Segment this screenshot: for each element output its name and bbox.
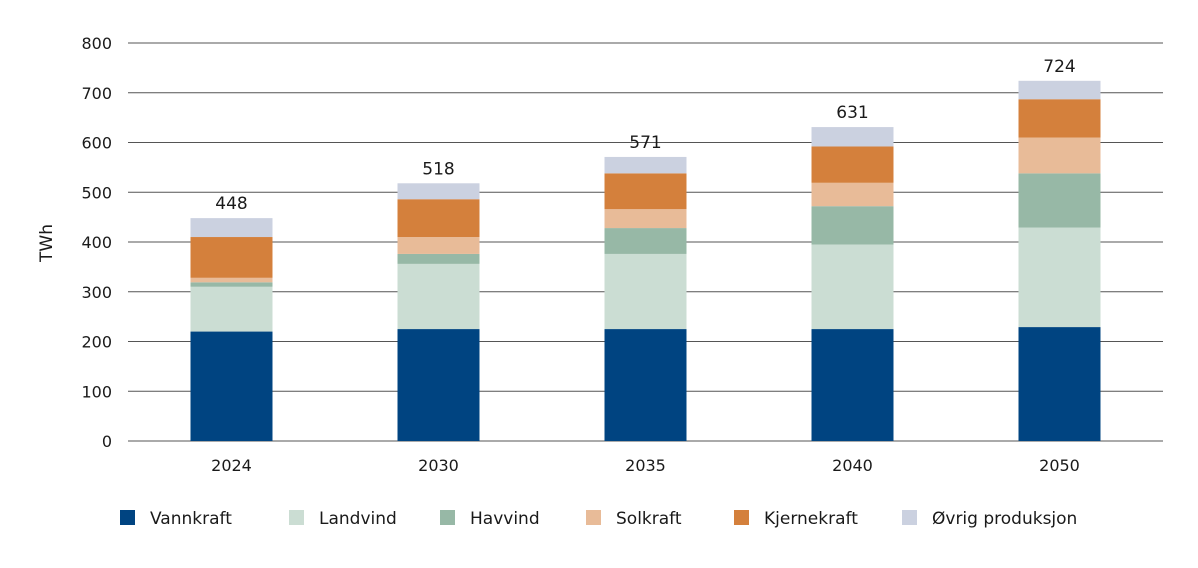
legend-swatch: [120, 510, 135, 525]
legend-label: Landvind: [319, 509, 397, 529]
bar-segment-havvind: [1018, 173, 1101, 228]
bar-segment-kjernekraft: [397, 199, 480, 238]
y-tick-label: 0: [102, 432, 112, 451]
y-axis-label: TWh: [37, 224, 57, 263]
legend-swatch: [902, 510, 917, 525]
bar-segment-landvind: [604, 253, 687, 330]
bar-segment-landvind: [190, 286, 273, 332]
bar-segment-kjernekraft: [190, 237, 273, 278]
legend-label: Havvind: [470, 509, 540, 529]
bar-segment--vrig-produksjon: [604, 156, 687, 174]
y-tick-label: 300: [81, 283, 112, 302]
y-tick-label: 700: [81, 84, 112, 103]
bar-segment-solkraft: [1018, 137, 1101, 174]
bar-segment-havvind: [190, 282, 273, 287]
total-label: 571: [629, 133, 661, 153]
y-tick-label: 600: [81, 134, 112, 153]
bar-segment-solkraft: [811, 182, 894, 207]
bar-segment--vrig-produksjon: [190, 218, 273, 238]
y-tick-label: 500: [81, 183, 112, 202]
legend-swatch: [734, 510, 749, 525]
y-tick-label: 400: [81, 233, 112, 252]
legend-label: Øvrig produksjon: [932, 509, 1077, 529]
y-tick-label: 100: [81, 382, 112, 401]
bar-segment-kjernekraft: [1018, 99, 1101, 138]
bar-segment-kjernekraft: [604, 173, 687, 210]
legend-swatch: [440, 510, 455, 525]
legend-swatch: [586, 510, 601, 525]
bar-segment-solkraft: [604, 209, 687, 229]
bar-segment-vannkraft: [1018, 327, 1101, 441]
legend-label: Kjernekraft: [764, 509, 858, 529]
bar-segment-vannkraft: [811, 329, 894, 441]
x-tick-label: 2035: [625, 456, 666, 475]
x-tick-label: 2030: [418, 456, 459, 475]
x-tick-label: 2040: [832, 456, 873, 475]
legend-swatch: [289, 510, 304, 525]
total-label: 448: [215, 194, 247, 214]
bar-segment-solkraft: [190, 277, 273, 283]
x-axis-ticks: 2024 2030 2035 2040 2050: [211, 456, 1080, 475]
bar-segment--vrig-produksjon: [397, 183, 480, 200]
y-tick-label: 800: [81, 34, 112, 53]
bar-segment-vannkraft: [604, 329, 687, 441]
x-tick-label: 2024: [211, 456, 252, 475]
bar-segment-landvind: [811, 244, 894, 330]
total-label: 631: [836, 103, 868, 123]
y-tick-label: 200: [81, 333, 112, 352]
bar-segment-havvind: [397, 253, 480, 264]
bar-segment-havvind: [604, 228, 687, 254]
bar-segment-kjernekraft: [811, 146, 894, 183]
y-axis-ticks: 0 100 200 300 400 500 600 700 800: [81, 34, 112, 451]
bar-segment-solkraft: [397, 237, 480, 254]
legend: Vannkraft Landvind Havvind Solkraft Kjernekr…: [120, 509, 1077, 529]
bar-segment-vannkraft: [190, 331, 273, 441]
bar-segment-havvind: [811, 206, 894, 245]
bar-segment--vrig-produksjon: [811, 127, 894, 147]
bar-segment--vrig-produksjon: [1018, 80, 1101, 100]
total-label: 518: [422, 159, 454, 179]
bar-segment-vannkraft: [397, 329, 480, 441]
bars: 448 518 571 631 724: [190, 57, 1101, 441]
bar-segment-landvind: [1018, 227, 1101, 328]
total-label: 724: [1043, 57, 1075, 77]
legend-label: Solkraft: [616, 509, 682, 529]
bar-segment-landvind: [397, 263, 480, 330]
x-tick-label: 2050: [1039, 456, 1080, 475]
legend-label: Vannkraft: [150, 509, 232, 529]
